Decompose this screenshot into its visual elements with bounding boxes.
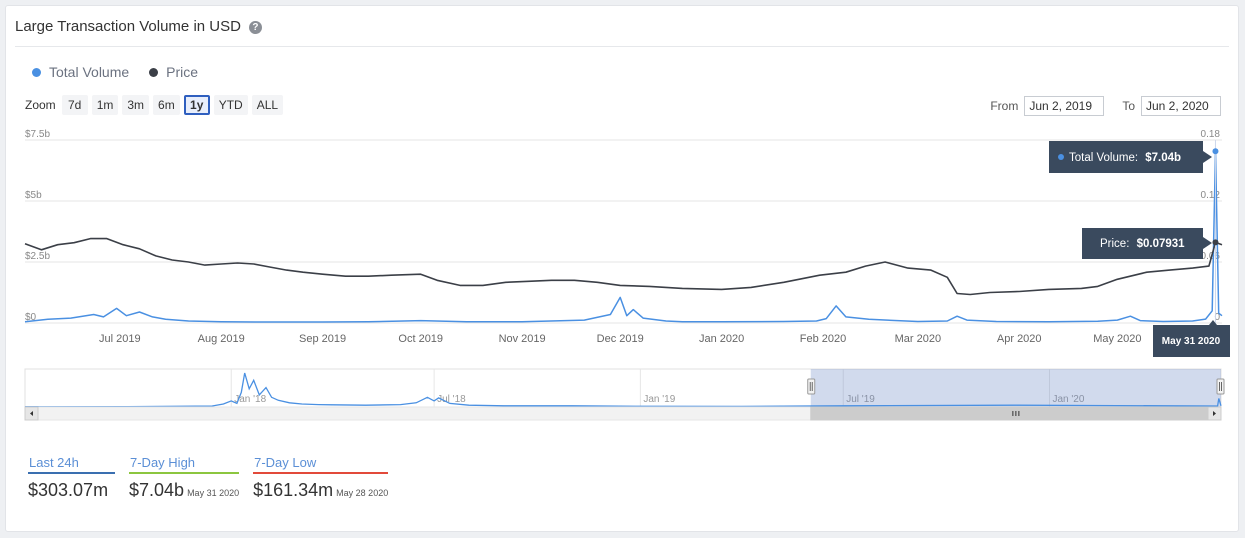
- chevron-left-icon: [30, 411, 33, 416]
- y-right-tick-label: 0.12: [1201, 190, 1221, 201]
- zoom-label: Zoom: [25, 98, 56, 112]
- series-line-total-volume: [24, 150, 1223, 323]
- x-tick-label: Feb 2020: [800, 333, 846, 345]
- gridlines: [25, 139, 1222, 324]
- legend-item-price[interactable]: Price: [149, 64, 198, 80]
- x-tick-label: Apr 2020: [997, 333, 1042, 345]
- stat-value: $161.34m: [253, 480, 334, 500]
- y-right-tick-label: 0.18: [1201, 129, 1221, 140]
- x-tick-label: Dec 2019: [597, 333, 644, 345]
- stat-value: $7.04b: [129, 480, 185, 500]
- navigator-handle-right[interactable]: [1216, 378, 1225, 395]
- x-tick-label: May 2020: [1093, 333, 1141, 345]
- y-left-tick-label: $0: [25, 312, 37, 323]
- zoom-button-7d[interactable]: 7d: [61, 95, 88, 115]
- y-right-tick-label: 0.06: [1201, 251, 1221, 262]
- stats-summary: Last 24h $303.07m 7-Day High $7.04b May …: [28, 455, 389, 501]
- series-line-price: [24, 237, 1223, 296]
- zoom-button-6m[interactable]: 6m: [153, 95, 180, 115]
- zoom-button-ytd[interactable]: YTD: [213, 95, 248, 115]
- zoom-button-all[interactable]: ALL: [251, 95, 284, 115]
- legend-label: Price: [166, 64, 199, 80]
- stat-label: 7-Day High: [129, 455, 240, 474]
- navigator-label: Jul '19: [846, 394, 875, 405]
- navigator-label: Jan '20: [1053, 394, 1085, 405]
- chart-title: Large Transaction Volume in USD: [15, 18, 241, 35]
- navigator-series-line: [24, 372, 1222, 408]
- x-axis-labels: Jul 2019 Aug 2019 Sep 2019 Oct 2019 Nov 2019…: [99, 333, 1141, 345]
- date-tooltip: May 31 2020: [1153, 320, 1230, 357]
- tooltip-volume-value: $7.04b: [1145, 152, 1181, 164]
- price-tooltip: Price: $0.07931: [1082, 228, 1212, 259]
- tooltip-marker: [1058, 154, 1064, 160]
- navigator-label: Jan '18: [234, 394, 266, 405]
- from-date-input[interactable]: [1024, 96, 1105, 116]
- date-range-selector: From To: [990, 96, 1221, 116]
- y-left-tick-label: $5b: [25, 190, 42, 201]
- svg-text:Total Volume: $7.04b: Total Volume: $7.04b: [1069, 152, 1181, 164]
- chart-legend: Total Volume Price: [32, 64, 198, 80]
- series-layer: [24, 150, 1223, 323]
- stat-7-day-low: 7-Day Low $161.34m May 28 2020: [253, 455, 389, 501]
- svg-text:Price: $0.07931: Price: $0.07931: [1100, 238, 1185, 250]
- tooltip-price-label: Price:: [1100, 238, 1129, 250]
- stat-7-day-high: 7-Day High $7.04b May 31 2020: [129, 455, 240, 501]
- navigator[interactable]: Jan '18 Jul '18 Jan '19 Jul '19 Jan '20: [24, 368, 1225, 421]
- y-left-tick-label: $7.5b: [25, 129, 50, 140]
- y-right-tick-label: 0: [1214, 312, 1220, 323]
- y-axis-labels: $0 0 $2.5b 0.06 $5b 0.12 $7.5b 0.18: [25, 129, 1220, 323]
- stat-last-24h: Last 24h $303.07m: [28, 455, 115, 501]
- zoom-button-1y[interactable]: 1y: [183, 95, 210, 115]
- volume-tooltip: Total Volume: $7.04b: [1049, 141, 1212, 173]
- stat-date: May 28 2020: [336, 488, 389, 498]
- to-date-input[interactable]: [1141, 96, 1221, 116]
- legend-item-total-volume[interactable]: Total Volume: [32, 64, 129, 80]
- zoom-button-3m[interactable]: 3m: [122, 95, 150, 115]
- tooltip-date: May 31 2020: [1162, 336, 1221, 347]
- tooltip-price-value: $0.07931: [1137, 238, 1186, 250]
- card-title: Large Transaction Volume in USD ?: [15, 18, 262, 35]
- tooltips: Total Volume: $7.04b Price: $0.07931 May…: [1049, 141, 1230, 357]
- stat-label: 7-Day Low: [253, 455, 389, 474]
- question-circle-icon[interactable]: ?: [248, 21, 262, 34]
- legend-marker-volume: [32, 67, 41, 77]
- from-label: From: [990, 99, 1019, 113]
- to-label: To: [1122, 99, 1135, 113]
- chart-svg[interactable]: $0 0 $2.5b 0.06 $5b 0.12 $7.5b 0.18 Jul 2019 Aug…: [0, 0, 1245, 430]
- volume-hover-point: [1212, 148, 1219, 155]
- legend-marker-price: [149, 67, 159, 77]
- stat-value: $303.07m: [28, 480, 109, 500]
- x-tick-label: Jul 2019: [99, 333, 141, 345]
- crosshair: [1212, 140, 1219, 323]
- title-divider: [15, 46, 1229, 47]
- chart-card: Large Transaction Volume in USD ? Total …: [5, 5, 1239, 532]
- price-hover-point: [1212, 239, 1219, 246]
- navigator-label: Jul '18: [437, 394, 466, 405]
- stat-date: May 31 2020: [187, 488, 240, 498]
- x-tick-label: Oct 2019: [398, 333, 443, 345]
- y-left-tick-label: $2.5b: [25, 251, 50, 262]
- chevron-right-icon: [1213, 411, 1216, 416]
- zoom-button-1m[interactable]: 1m: [91, 95, 119, 115]
- navigator-handle-left[interactable]: [807, 378, 816, 395]
- tooltip-volume-label: Total Volume:: [1069, 152, 1138, 164]
- navigator-frame: [24, 368, 1222, 408]
- zoom-selector: Zoom 7d 1m 3m 6m 1y YTD ALL: [25, 95, 284, 115]
- navigator-selection[interactable]: [810, 369, 1221, 407]
- legend-label: Total Volume: [49, 64, 130, 80]
- x-tick-label: Mar 2020: [895, 333, 941, 345]
- x-tick-label: Aug 2019: [198, 333, 245, 345]
- x-tick-label: Nov 2019: [499, 333, 546, 345]
- x-tick-label: Jan 2020: [699, 333, 744, 345]
- stat-label: Last 24h: [28, 455, 115, 474]
- navigator-label: Jan '19: [643, 394, 675, 405]
- x-tick-label: Sep 2019: [299, 333, 346, 345]
